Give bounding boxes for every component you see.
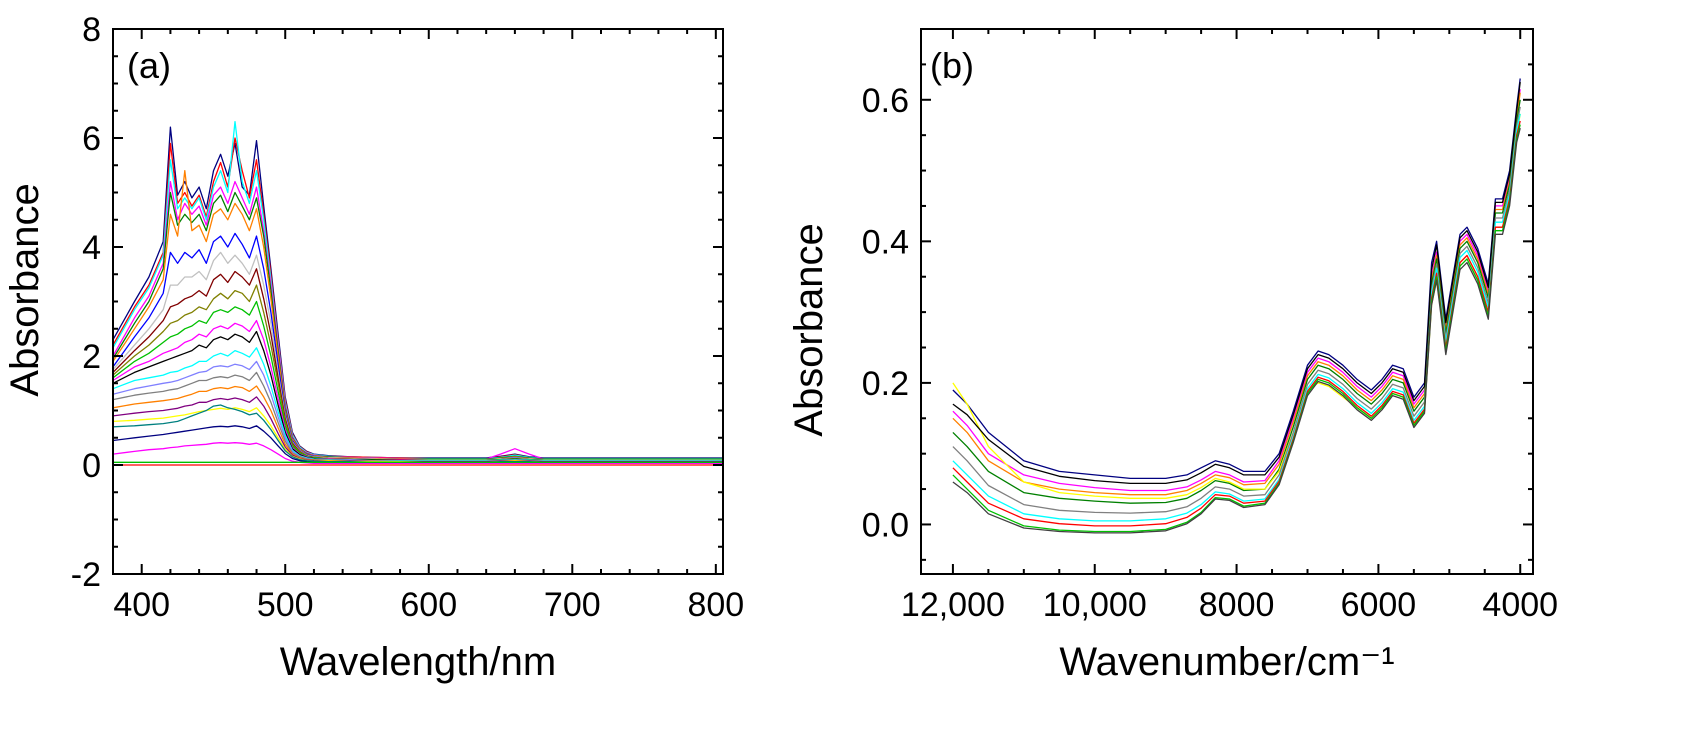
series-line-a-5 bbox=[112, 191, 723, 460]
x-tick-label: 400 bbox=[113, 586, 170, 624]
series-line-a-13 bbox=[112, 330, 723, 462]
x-tick-label: 800 bbox=[687, 586, 744, 624]
series-line-b-3 bbox=[952, 92, 1521, 496]
series-line-b-7 bbox=[952, 113, 1521, 522]
series-line-a-20 bbox=[112, 404, 723, 463]
ticks-b bbox=[921, 28, 1533, 574]
y-tick-label: 2 bbox=[82, 338, 101, 376]
series-line-a-1 bbox=[112, 126, 723, 459]
series-line-a-16 bbox=[112, 371, 723, 462]
x-tick-label: 8000 bbox=[1199, 586, 1275, 624]
ticks-a bbox=[112, 28, 723, 575]
y-tick-label: 4 bbox=[82, 229, 101, 267]
series-line-b-2 bbox=[952, 89, 1521, 492]
panel-label-a: (a) bbox=[127, 45, 171, 86]
series-line-b-11 bbox=[952, 82, 1521, 485]
chart-panel-a: 400 500 600 700 800 -2 0 2 4 6 8 (a) Wavelength/nm… bbox=[3, 11, 744, 684]
x-tick-label: 4000 bbox=[1482, 586, 1558, 624]
y-tick-label: 6 bbox=[82, 120, 101, 158]
panel-label-b: (b) bbox=[930, 45, 974, 86]
chart-panel-b: 12,000 10,000 8000 6000 4000 0.0 0.2 0.4 0.6 (b)… bbox=[787, 28, 1558, 684]
series-group-a bbox=[112, 120, 723, 466]
x-axis-title-b: Wavenumber/cm⁻¹ bbox=[1059, 640, 1394, 684]
y-axis-title-a: Absorbance bbox=[3, 183, 47, 396]
plot-frame-a bbox=[112, 28, 724, 575]
series-line-a-12 bbox=[112, 319, 723, 462]
series-line-a-19 bbox=[112, 407, 723, 463]
series-line-a-9 bbox=[112, 268, 723, 461]
y-tick-label: 0.0 bbox=[862, 506, 909, 544]
series-line-b-8 bbox=[952, 120, 1521, 527]
series-line-a-3 bbox=[112, 120, 723, 460]
y-tick-label: 8 bbox=[82, 11, 101, 49]
series-line-b-1 bbox=[952, 78, 1521, 480]
y-tick-label: 0.4 bbox=[862, 223, 909, 261]
tick-labels-b: 12,000 10,000 8000 6000 4000 0.0 0.2 0.4 0.6 bbox=[862, 82, 1558, 624]
series-line-b-6 bbox=[952, 106, 1521, 514]
series-line-b-9 bbox=[952, 124, 1521, 533]
series-line-b-4 bbox=[952, 99, 1521, 504]
x-axis-title-a: Wavelength/nm bbox=[280, 640, 556, 684]
y-tick-label: 0 bbox=[82, 447, 101, 485]
y-axis-title-b: Absorbance bbox=[787, 223, 831, 436]
series-line-a-4 bbox=[112, 180, 723, 460]
tick-labels-a: 400 500 600 700 800 -2 0 2 4 6 8 bbox=[71, 11, 744, 624]
x-tick-label: 12,000 bbox=[901, 586, 1005, 624]
series-line-a-22 bbox=[112, 442, 723, 465]
series-line-b-10 bbox=[952, 127, 1521, 534]
series-line-a-17 bbox=[112, 385, 723, 463]
series-line-a-10 bbox=[112, 284, 723, 461]
series-line-a-18 bbox=[112, 396, 723, 463]
x-tick-label: 6000 bbox=[1341, 586, 1417, 624]
x-tick-label: 600 bbox=[400, 586, 457, 624]
x-tick-label: 500 bbox=[257, 586, 314, 624]
x-tick-label: 10,000 bbox=[1043, 586, 1147, 624]
y-tick-label: -2 bbox=[71, 556, 101, 594]
x-tick-label: 700 bbox=[544, 586, 601, 624]
plot-frame-b bbox=[920, 28, 1534, 575]
y-tick-label: 0.2 bbox=[862, 365, 909, 403]
series-group-b bbox=[952, 78, 1521, 534]
y-tick-label: 0.6 bbox=[862, 82, 909, 120]
series-line-a-14 bbox=[112, 347, 723, 462]
series-line-b-5 bbox=[952, 113, 1521, 499]
